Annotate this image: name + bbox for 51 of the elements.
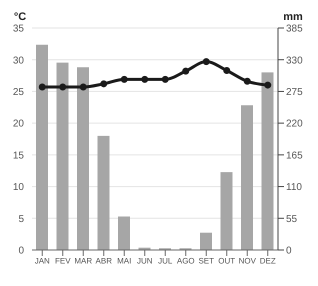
y2-tick-label: 110	[286, 182, 302, 194]
x-tick-label: OUT	[218, 256, 236, 266]
bar	[200, 232, 212, 250]
point	[59, 83, 66, 90]
bar	[241, 105, 253, 250]
y2-tick-label: 0	[286, 246, 292, 257]
y-tick-label: 20	[12, 118, 24, 130]
y2-tick-label: 330	[286, 55, 304, 66]
point	[182, 68, 190, 75]
y2-tick-label: 220	[286, 118, 304, 130]
point	[244, 78, 251, 85]
y-tick-label: 10	[12, 182, 24, 194]
bar	[118, 216, 130, 250]
x-tick-label: DEZ	[260, 256, 276, 266]
y2-tick-label: 385	[286, 24, 304, 35]
y-tick-label: 25	[12, 86, 24, 98]
bar	[56, 62, 68, 250]
point	[264, 82, 272, 89]
y-tick-label: 35	[12, 24, 24, 35]
bar	[77, 67, 89, 250]
y2-tick-label: 165	[286, 150, 304, 162]
x-tick-label: SET	[198, 256, 214, 266]
x-tick-label: MAI	[117, 256, 132, 266]
x-tick-label: JUN	[136, 256, 153, 266]
point	[38, 83, 46, 90]
x-tick-label: ABR	[96, 256, 112, 266]
bar	[98, 136, 110, 250]
x-tick-label: JAN	[34, 256, 50, 266]
point	[223, 66, 230, 74]
y-tick-label: 0	[18, 246, 24, 257]
point	[202, 58, 210, 66]
y2-tick-label: 55	[286, 214, 298, 225]
y-tick-label: 5	[18, 214, 24, 225]
bar	[220, 172, 232, 250]
x-tick-label: MAR	[74, 256, 92, 266]
y-tick-label: 30	[12, 55, 24, 66]
point	[80, 83, 87, 90]
x-tick-label: JUL	[158, 256, 173, 266]
y-tick-label: 15	[12, 150, 24, 162]
point	[120, 76, 128, 83]
x-tick-label: NOV	[238, 256, 257, 266]
bar	[36, 44, 48, 250]
point	[141, 76, 148, 83]
point	[162, 76, 169, 83]
bar	[262, 72, 274, 250]
y2-axis-title: mm	[283, 11, 303, 23]
y-axis-title: °C	[14, 11, 26, 23]
y2-tick-label: 275	[286, 86, 304, 98]
x-tick-label: FEV	[54, 256, 72, 266]
x-tick-label: AGO	[176, 256, 195, 266]
point	[100, 80, 108, 88]
